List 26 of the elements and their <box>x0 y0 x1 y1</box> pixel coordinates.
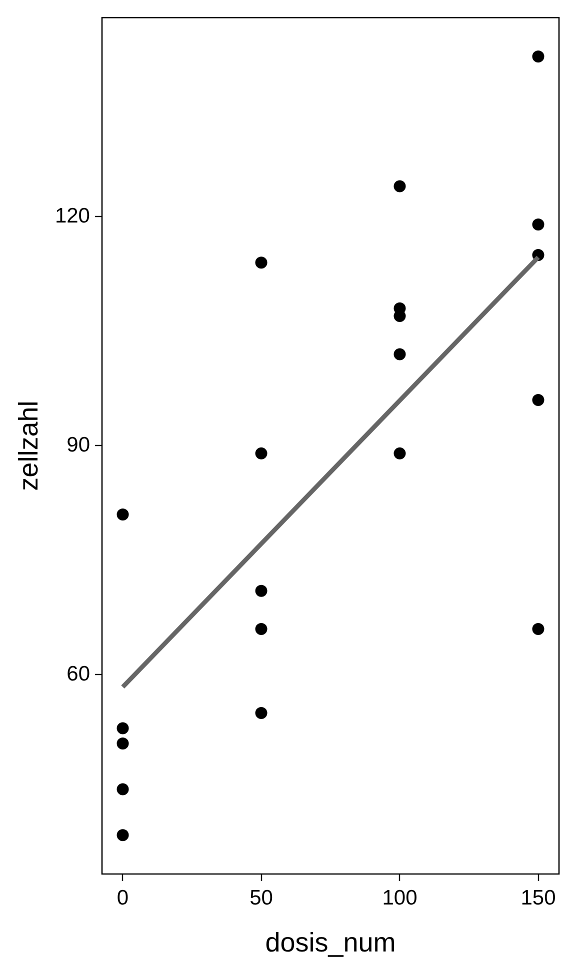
point <box>255 256 268 269</box>
x-tick-label: 0 <box>116 886 129 910</box>
point <box>116 722 129 734</box>
y-tick-label: 120 <box>54 204 90 228</box>
x-axis-title: dosis_num <box>265 927 396 958</box>
point <box>394 348 406 360</box>
point <box>532 394 544 406</box>
x-tick-label: 100 <box>382 886 418 910</box>
point <box>532 622 544 635</box>
point <box>394 180 406 192</box>
y-tick-label: 60 <box>66 662 90 686</box>
x-tick-label: 150 <box>520 886 556 910</box>
point <box>255 622 268 635</box>
point <box>116 829 129 842</box>
point <box>532 50 544 63</box>
point <box>255 584 268 597</box>
y-axis-title: zellzahl <box>14 400 44 491</box>
point <box>116 508 129 520</box>
y-tick-label: 90 <box>66 434 90 457</box>
point <box>394 447 406 460</box>
point <box>532 218 544 230</box>
x-tick-label: 50 <box>250 886 273 910</box>
point <box>255 447 268 460</box>
point <box>116 783 129 796</box>
point <box>255 706 268 719</box>
point <box>116 737 129 750</box>
